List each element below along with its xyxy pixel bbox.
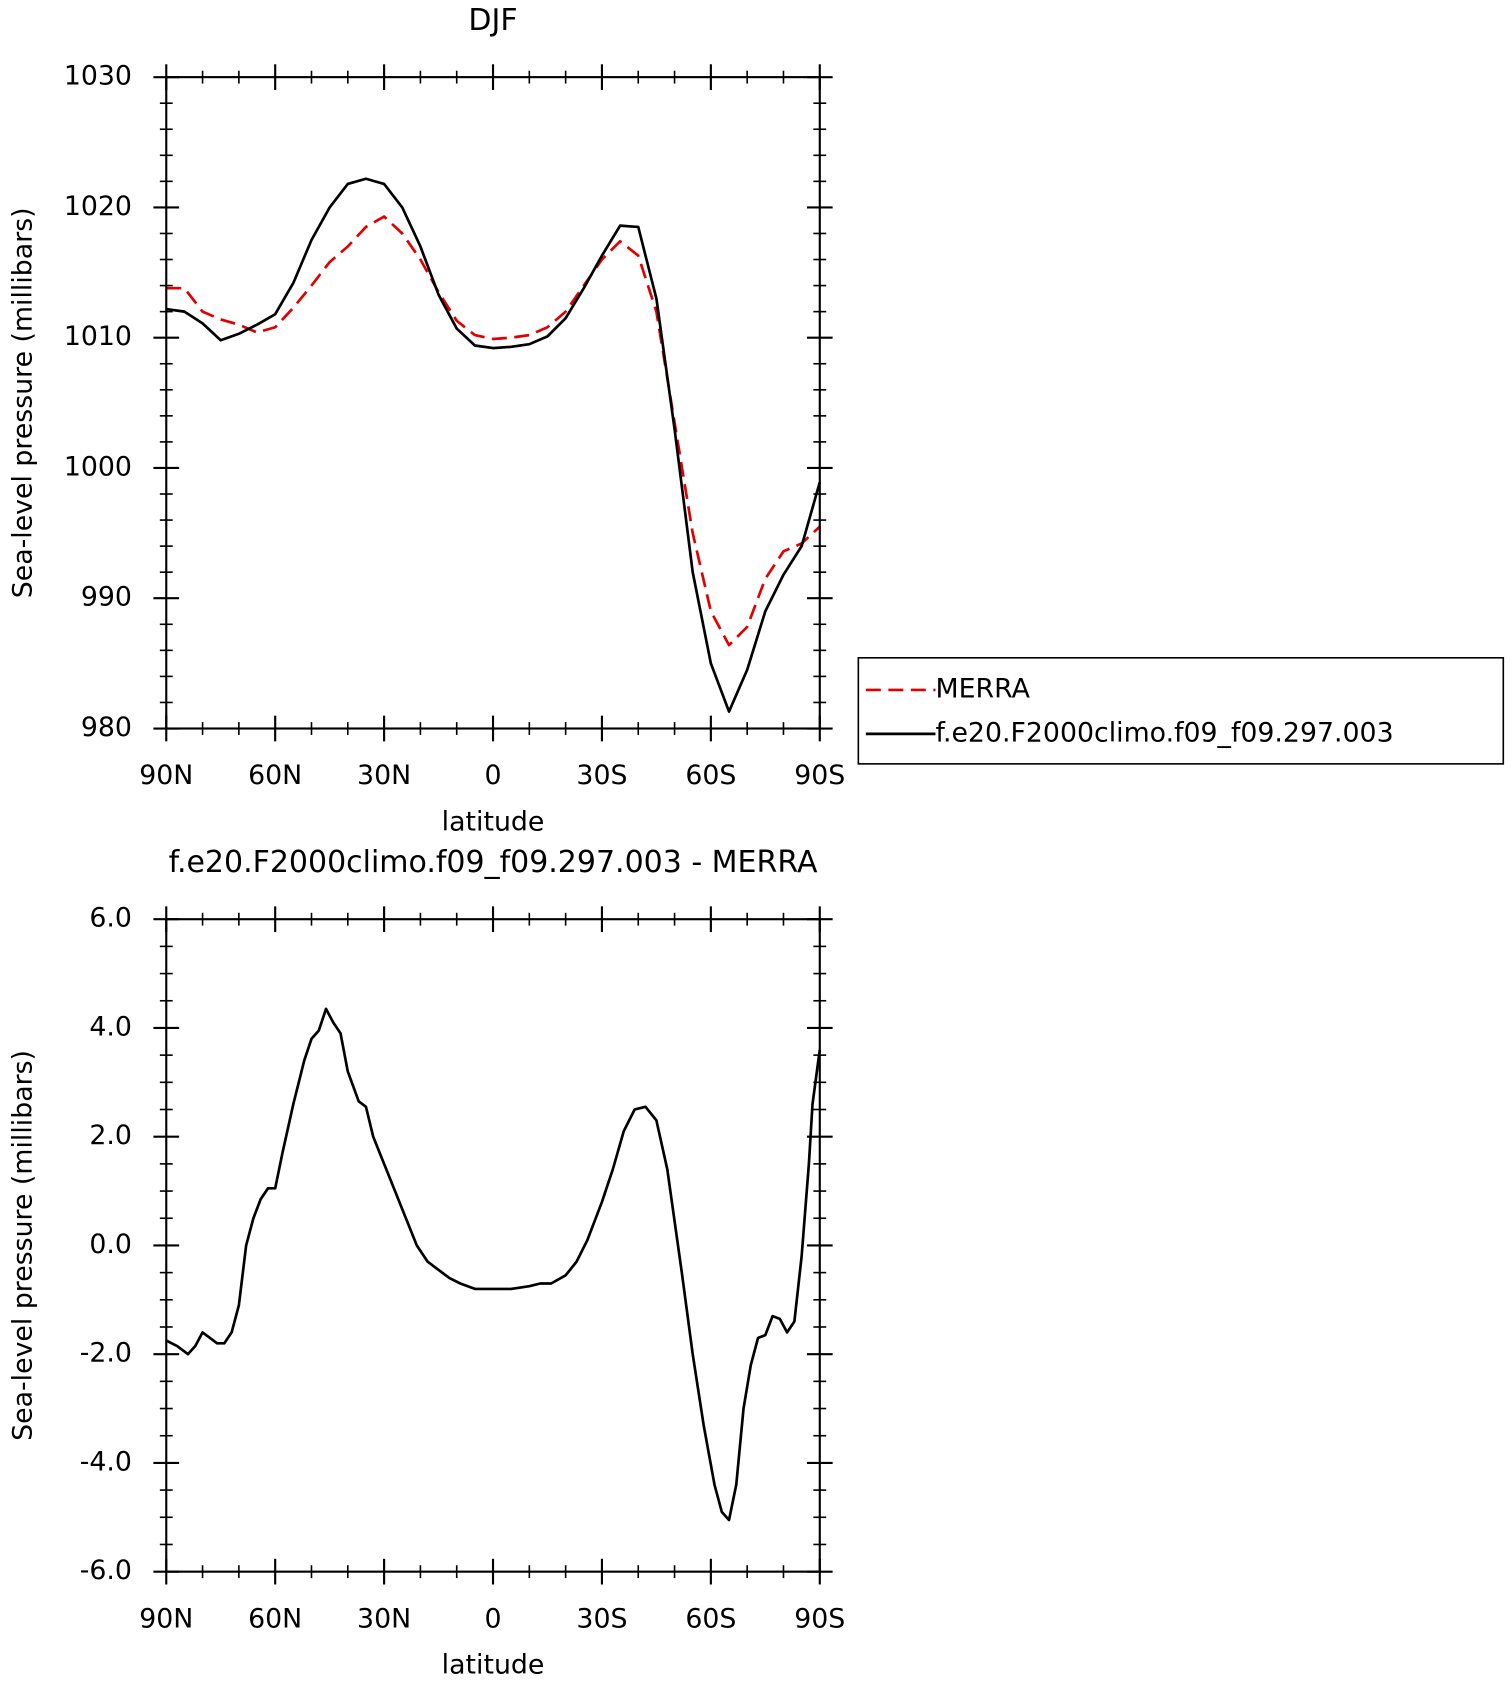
- chart-title: f.e20.F2000climo.f09_f09.297.003 - MERRA: [169, 845, 818, 880]
- legend: MERRA f.e20.F2000climo.f09_f09.297.003: [857, 656, 1505, 765]
- plot-frame: [165, 918, 821, 1573]
- data-line: [165, 1007, 822, 1522]
- y-tick-label: 6.0: [89, 903, 132, 934]
- x-tick-label: 30S: [576, 1603, 627, 1634]
- y-axis-label: Sea-level pressure (millibars): [7, 207, 38, 598]
- x-tick-label: 30S: [576, 760, 627, 791]
- y-tick-label: -6.0: [80, 1555, 132, 1586]
- y-tick-label: -2.0: [80, 1338, 132, 1369]
- y-tick-label: 0.0: [89, 1229, 132, 1260]
- y-tick-label: 1030: [64, 61, 132, 92]
- x-tick-label: 60N: [248, 760, 302, 791]
- x-tick-label: 90S: [794, 1603, 845, 1634]
- y-axis-label: Sea-level pressure (millibars): [7, 1050, 38, 1441]
- data-line: [166, 215, 821, 647]
- x-tick-label: 30N: [357, 760, 411, 791]
- y-tick-label: 4.0: [89, 1011, 132, 1042]
- x-axis-label: latitude: [442, 806, 545, 837]
- x-tick-label: 60S: [685, 760, 736, 791]
- x-tick-label: 60N: [248, 1603, 302, 1634]
- x-tick-label: 30N: [357, 1603, 411, 1634]
- x-tick-label: 90S: [794, 760, 845, 791]
- x-axis-label: latitude: [442, 1649, 545, 1680]
- x-tick-label: 60S: [685, 1603, 736, 1634]
- legend-label: f.e20.F2000climo.f09_f09.297.003: [935, 717, 1393, 748]
- y-tick-label: 980: [81, 712, 132, 743]
- y-tick-label: -4.0: [80, 1446, 132, 1477]
- legend-box: [857, 656, 1505, 765]
- x-tick-label: 90N: [139, 760, 193, 791]
- y-tick-label: 1020: [64, 191, 132, 222]
- data-line: [166, 177, 822, 713]
- y-tick-label: 2.0: [89, 1120, 132, 1151]
- y-tick-label: 1010: [64, 321, 132, 352]
- y-tick-label: 1000: [64, 451, 132, 482]
- y-tick-label: 990: [81, 582, 132, 613]
- plot-frame: [165, 76, 821, 730]
- chart-title: DJF: [468, 3, 517, 38]
- legend-label: MERRA: [935, 673, 1030, 704]
- x-tick-label: 0: [485, 1603, 502, 1634]
- x-tick-label: 90N: [139, 1603, 193, 1634]
- x-tick-label: 0: [485, 760, 502, 791]
